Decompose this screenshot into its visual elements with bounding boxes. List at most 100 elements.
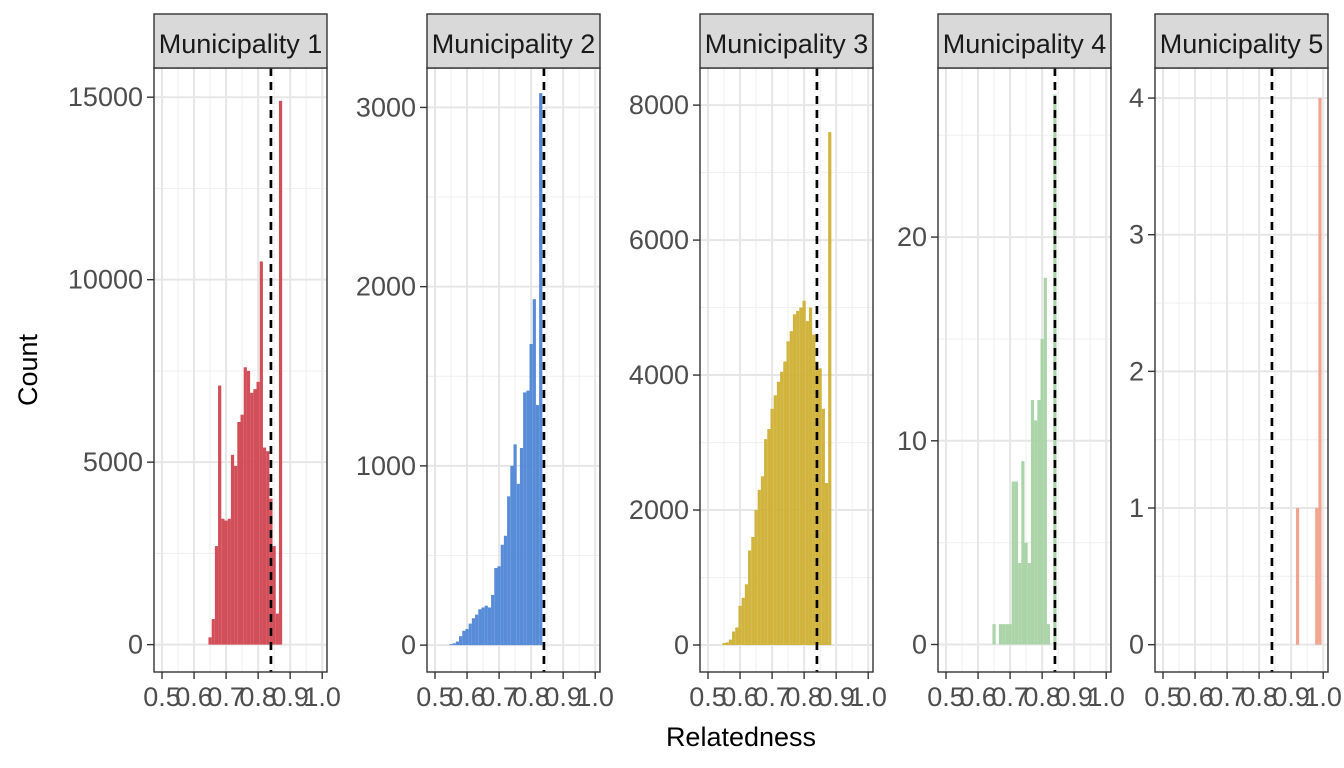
histogram-bar [452, 643, 456, 646]
histogram-bars [1295, 98, 1322, 645]
x-tick-label: 0.6 [1176, 682, 1214, 712]
histogram-bar [221, 518, 225, 645]
histogram-bar [722, 642, 726, 646]
histogram-bar [243, 367, 247, 645]
histogram-bar [1318, 98, 1322, 645]
facet-strip [1154, 13, 1329, 69]
histogram-bar [1037, 400, 1041, 645]
histogram-bar [234, 465, 238, 645]
histogram-bar [1315, 508, 1319, 645]
facet-strip-label: Municipality 1 [159, 29, 323, 59]
x-tick-label: 0.5 [927, 682, 965, 712]
histogram-bar [1024, 542, 1028, 645]
facet-strip [426, 13, 601, 69]
y-tick-label: 0 [912, 629, 927, 659]
facet-strip [699, 13, 874, 69]
histogram-bar [998, 624, 1003, 645]
y-tick-label: 3000 [356, 92, 416, 122]
histogram-bar [728, 639, 733, 646]
y-tick-label: 20 [897, 222, 927, 252]
histogram-bar [1027, 563, 1031, 645]
y-tick-label: 10 [897, 426, 927, 456]
histogram-bar [237, 422, 241, 645]
histogram-bar [767, 429, 771, 646]
histogram-bar [266, 451, 270, 645]
histogram-bar [535, 404, 540, 646]
y-tick-label: 5000 [83, 447, 143, 477]
x-tick-label: 0.9 [1055, 682, 1093, 712]
histogram-bar [757, 489, 761, 646]
facet-strip-label: Municipality 3 [705, 29, 869, 59]
histogram-bar [211, 619, 215, 645]
facet-panel: Municipality 5 0 1 2 3 4 0.50.60.70.80.91.0 [1129, 13, 1342, 712]
y-axis-label: Count [13, 333, 43, 406]
histogram-bar [246, 370, 251, 645]
x-tick-label: 0.8 [512, 682, 550, 712]
histogram-bar [250, 392, 254, 645]
histogram-bar [455, 641, 460, 646]
histogram-bars [722, 132, 832, 646]
histogram-bar [503, 535, 508, 646]
histogram-bar [224, 520, 228, 645]
histogram-bar [449, 644, 453, 646]
histogram-bar [513, 444, 517, 646]
x-tick-label: 0.8 [785, 682, 823, 712]
histogram-bar [500, 544, 504, 646]
histogram-bar [497, 566, 501, 646]
y-tick-label: 0 [1129, 630, 1144, 660]
histogram-bar [491, 594, 495, 646]
histogram-bar [770, 408, 774, 646]
x-tick-label: 0.7 [480, 682, 518, 712]
x-tick-label: 1.0 [849, 682, 887, 712]
y-tick-label: 6000 [629, 225, 689, 255]
x-tick-label: 0.7 [207, 682, 245, 712]
histogram-bar [744, 584, 749, 646]
histogram-bar [802, 300, 806, 646]
histogram-bar [240, 414, 244, 645]
x-tick-label: 0.7 [753, 682, 791, 712]
histogram-bar [507, 496, 511, 646]
y-tick-label: 0 [128, 630, 143, 660]
histogram-bar [218, 385, 222, 645]
x-tick-label: 1.0 [1087, 682, 1125, 712]
histogram-bar [818, 368, 822, 646]
histogram-bar [992, 624, 996, 645]
histogram-bar [475, 614, 479, 646]
histogram-bar [805, 321, 809, 646]
x-tick-label: 0.6 [448, 682, 486, 712]
y-tick-label: 0 [674, 630, 689, 660]
histogram-bar [214, 546, 219, 645]
histogram-bar [529, 344, 533, 646]
histogram-bar [1002, 624, 1006, 645]
x-tick-label: 0.8 [1023, 682, 1061, 712]
histogram-bar [262, 447, 267, 645]
histogram-bar [824, 483, 829, 646]
histogram-bar [468, 623, 472, 646]
histogram-bar [760, 476, 765, 646]
histogram-bar [510, 465, 514, 646]
histogram-bar [1046, 624, 1051, 645]
histogram-bar [792, 314, 797, 646]
histogram-bar [799, 307, 803, 646]
y-tick-label: 0 [401, 630, 416, 660]
histogram-bar [1018, 563, 1022, 645]
histogram-bar [478, 609, 482, 646]
x-tick-label: 0.5 [689, 682, 727, 712]
x-tick-label: 1.0 [1304, 682, 1342, 712]
gridlines [1155, 68, 1328, 672]
facet-strip [153, 13, 328, 69]
plot-background [1155, 68, 1328, 672]
histogram-bar [253, 389, 257, 645]
y-tick-label: 10000 [68, 265, 143, 295]
x-tick-label: 0.5 [416, 682, 454, 712]
histogram-bar [494, 568, 498, 646]
histogram-bar [780, 371, 784, 646]
histogram-bar [1005, 624, 1009, 645]
facet-strip-label: Municipality 4 [943, 29, 1107, 59]
x-tick-label: 0.7 [1208, 682, 1246, 712]
histogram-bar [269, 498, 273, 645]
histogram-bar [732, 631, 736, 646]
histogram-bar [741, 597, 745, 646]
histogram-bar [465, 628, 469, 646]
histogram-bar [808, 307, 813, 646]
